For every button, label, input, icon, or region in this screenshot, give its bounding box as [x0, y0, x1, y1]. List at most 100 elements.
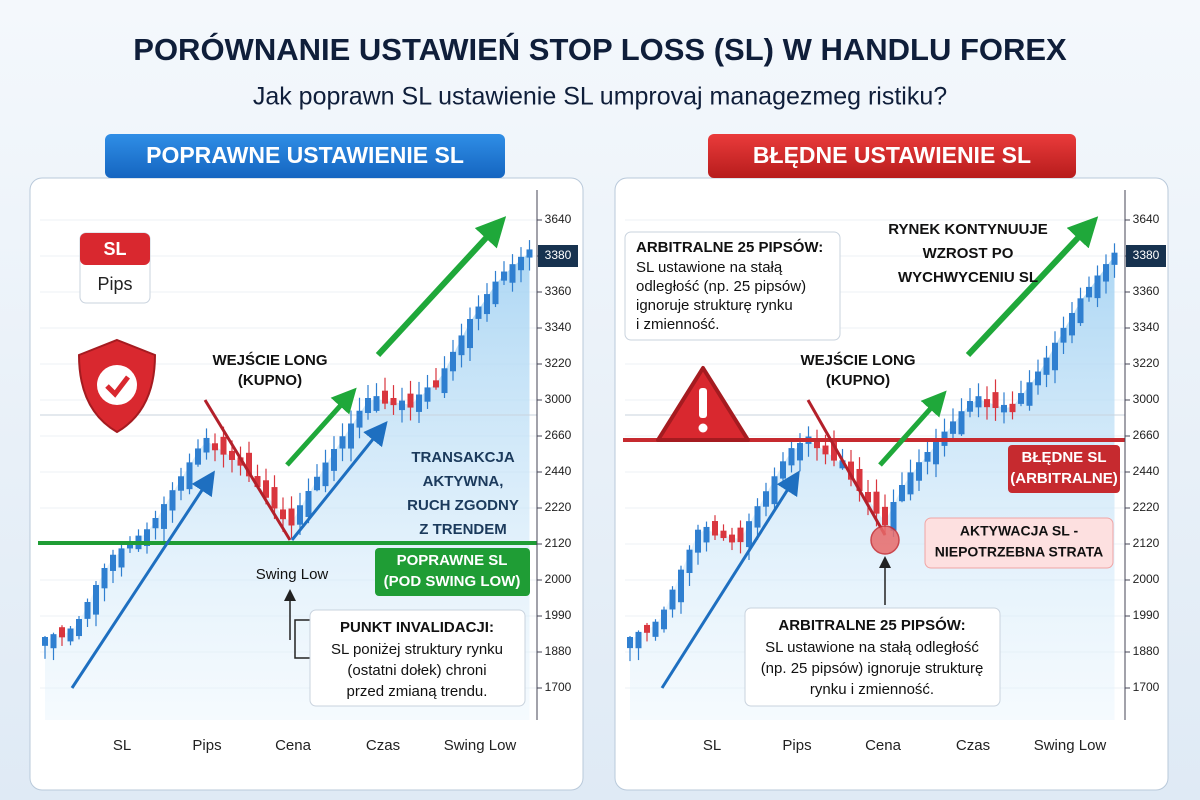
x-tick-label: Cena: [275, 737, 312, 754]
sl-tag: [1008, 445, 1120, 493]
candle-body: [1018, 393, 1024, 404]
candle-body: [390, 397, 397, 406]
entry-label: WEJŚCIE LONG: [800, 351, 915, 369]
candle-body: [627, 637, 633, 649]
left-panel: POPRAWNE USTAWIENIE SL 3640 3380 3360 3340 3…: [29, 134, 584, 791]
x-tick-label: Czas: [366, 737, 400, 754]
entry-arrow: [878, 390, 947, 467]
y-tick-label: 1700: [545, 680, 572, 694]
sl-tag-label: (ARBITRALNE): [1010, 470, 1117, 487]
y-tick-label: 3000: [1133, 392, 1160, 406]
entry-label: (KUPNO): [826, 372, 890, 389]
candle-body: [518, 256, 524, 271]
candle-body: [458, 335, 465, 356]
candle-body: [1103, 264, 1109, 282]
callout-title: ARBITRALNE 25 PIPSÓW:: [778, 616, 965, 634]
y-tick-label: 2120: [1133, 536, 1160, 550]
y-tick-label: 3340: [1133, 320, 1160, 334]
y-tick-label: 2220: [545, 500, 572, 514]
candle-body: [678, 569, 684, 603]
candle-body: [509, 264, 516, 283]
candle-body: [492, 281, 499, 305]
candle-body: [839, 460, 846, 469]
x-tick-label: Cena: [865, 737, 902, 754]
candle-body: [771, 476, 778, 505]
x-tick-label: Pips: [782, 737, 811, 754]
candle-body: [635, 631, 642, 649]
y-tick-label: 3640: [1133, 212, 1160, 226]
badge: [105, 134, 505, 178]
candle-body: [856, 468, 863, 491]
warning-dot: [698, 423, 708, 433]
y-tick-label: 1880: [545, 644, 572, 658]
candle-body: [720, 530, 727, 539]
badge-text: POPRAWNE USTAWIENIE SL: [146, 142, 464, 168]
candle-body: [958, 411, 965, 435]
y-tick-label: 1990: [1133, 608, 1160, 622]
title: PORÓWNANIE USTAWIEŃ STOP LOSS (SL) W HAN…: [133, 31, 1067, 67]
shield-check-bg: [97, 365, 137, 405]
icon-card-label: SL: [103, 239, 126, 259]
candle-body: [288, 508, 295, 526]
candle-body: [916, 462, 922, 481]
candle-body: [890, 502, 897, 531]
candle-body: [339, 436, 346, 449]
y-tick-label: 3360: [1133, 284, 1160, 298]
entry-label: WEJŚCIE LONG: [212, 351, 327, 369]
candle-body: [42, 637, 48, 646]
candle-body: [441, 368, 448, 394]
candle-body: [450, 351, 456, 372]
candle-body: [50, 634, 57, 649]
candle-body: [754, 506, 761, 528]
candle-body: [933, 441, 939, 465]
y-tick-label: 1990: [545, 608, 572, 622]
y-tick-label: 2000: [545, 572, 572, 586]
candle-body: [746, 521, 752, 548]
price-tag: [1126, 245, 1166, 267]
candle-body: [669, 589, 676, 610]
candle-body: [984, 399, 990, 408]
candle-body: [365, 398, 371, 414]
candle-body: [84, 602, 91, 619]
callout-pointer: [294, 619, 310, 659]
y-tick-label: 3380: [1133, 248, 1160, 262]
info-card: [624, 231, 841, 341]
candle-body: [924, 452, 931, 462]
sl-tag-label: POPRAWNE SL: [397, 552, 508, 569]
candle-body: [263, 480, 269, 498]
info-card-line: ignoruje strukturę rynku: [636, 297, 793, 314]
trend-continuation-arrow: [375, 216, 507, 358]
candle-body: [703, 526, 710, 543]
callout-line: (np. 25 pipsów) ignoruje strukturę: [761, 660, 984, 677]
candle-body: [1009, 403, 1016, 413]
candle-body: [1111, 252, 1118, 265]
candle-body: [229, 450, 235, 460]
swing-label: Swing Low: [256, 566, 329, 583]
candle-body: [1001, 404, 1007, 413]
icon-card-label: Pips: [97, 274, 132, 294]
sl-tag-label: BŁĘDNE SL: [1021, 449, 1106, 466]
y-tick-label: 2120: [545, 536, 572, 550]
callout-line: (ostatni dołek) chroni: [347, 662, 486, 679]
candle-body: [93, 585, 99, 615]
right-panel: BŁĘDNE USTAWIENIE SL 3640 3380 3360 3340 322…: [614, 134, 1169, 791]
pullback-line: [203, 399, 292, 541]
y-tick-label: 1700: [1133, 680, 1160, 694]
candle-body: [1052, 342, 1058, 371]
trend-continuation-arrow: [965, 216, 1099, 358]
candle-body: [76, 619, 82, 637]
info-card-line: SL ustawione na stałą: [636, 259, 783, 276]
candle-body: [399, 400, 405, 411]
candle-body: [424, 387, 431, 402]
candle-body: [101, 568, 108, 589]
candle-body: [737, 527, 744, 543]
candle-body: [1060, 327, 1067, 343]
candle-body: [186, 462, 193, 490]
candle-body: [59, 627, 65, 638]
y-tick-label: 3640: [545, 212, 572, 226]
candle-body: [220, 436, 227, 455]
y-tick-label: 3360: [545, 284, 572, 298]
candle-body: [271, 487, 278, 509]
info-card-line: odległość (np. 25 pipsów): [636, 278, 806, 295]
